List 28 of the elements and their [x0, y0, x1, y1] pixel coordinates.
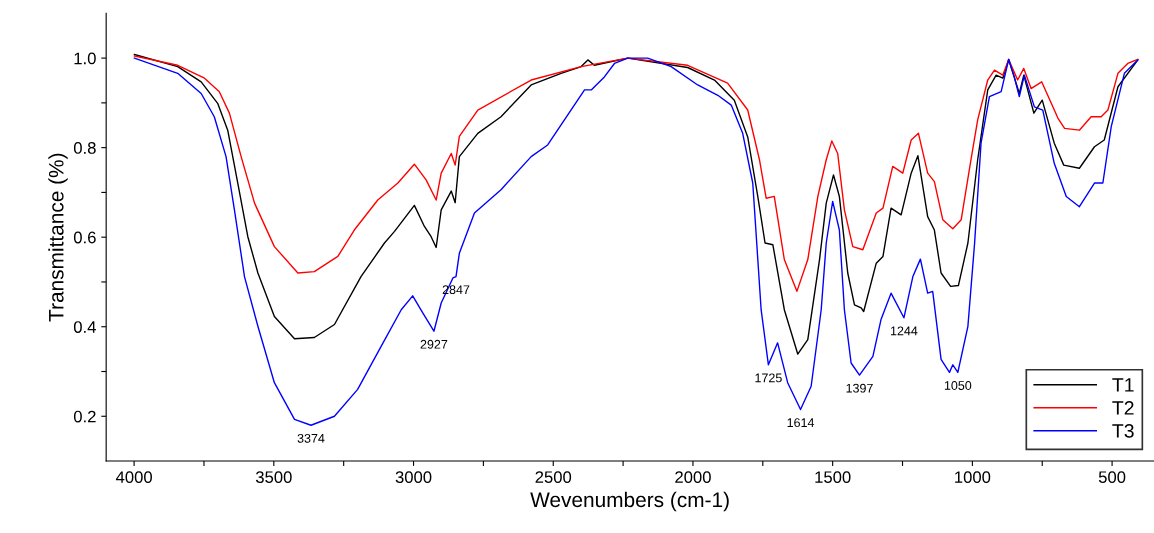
x-tick-label: 1500 — [815, 471, 851, 484]
y-tick-label: 0.2 — [73, 410, 96, 423]
annotation: 1244 — [890, 326, 918, 336]
legend-label: T1 — [1112, 378, 1134, 392]
annotation: 1050 — [944, 381, 972, 390]
line-series — [133, 57, 1139, 426]
y-tick-label: 1.0 — [74, 52, 96, 65]
x-tick-label: 500 — [1098, 471, 1126, 484]
x-tick-label: 1000 — [955, 471, 991, 484]
y-tick-label: 0.4 — [73, 321, 96, 333]
annotation: 3374 — [297, 433, 325, 443]
x-tick-label: 4000 — [115, 471, 152, 484]
legend-label: T3 — [1112, 423, 1134, 438]
y-tick-label: 0.6 — [73, 231, 96, 244]
annotation: 1397 — [846, 383, 873, 393]
x-axis-title: Wevenumbers (cm-1) — [530, 491, 729, 512]
x-tick-label: 3000 — [395, 471, 432, 484]
x-tick-label: 2000 — [675, 471, 711, 484]
x-tick-label: 2500 — [535, 471, 572, 484]
y-axis-title: Transmittance (%) — [48, 153, 68, 322]
annotation: 1725 — [755, 373, 782, 383]
line-series — [133, 55, 1139, 293]
line-series — [133, 53, 1139, 355]
x-tick-label: 3500 — [255, 471, 292, 484]
annotation: 2927 — [420, 339, 448, 349]
y-tick-label: 0.8 — [73, 142, 96, 154]
annotation: 1614 — [787, 418, 815, 428]
legend-label: T2 — [1112, 401, 1134, 415]
